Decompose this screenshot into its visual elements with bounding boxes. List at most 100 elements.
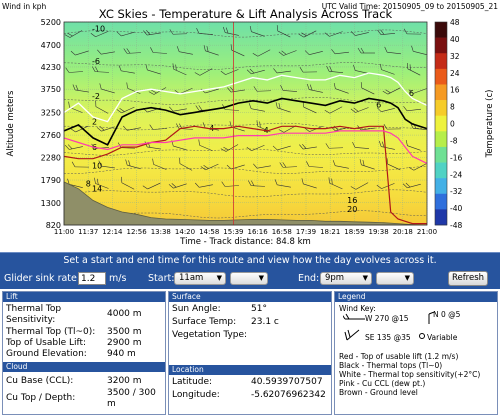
wind-barb-shaft [381,69,395,75]
wind-barb-icon [96,126,115,132]
barb-se135-icon [344,329,360,341]
wind-barb-icon [64,144,83,150]
x-tick-label: 11:00 [54,228,74,236]
wind-barb-feather [128,160,131,167]
end-minute-select[interactable]: ▼ [376,272,414,285]
wind-barb-feather [324,110,330,114]
wind-barb-feather [409,64,411,71]
wind-barb-feather [378,140,382,147]
wind-barb-icon [380,63,395,75]
wind-barb-icon [169,106,187,112]
wind-barb-icon [253,163,271,169]
wind-barb-feather [301,32,307,37]
wind-barb-feather [223,146,229,151]
wind-barb-feather [352,142,356,148]
refresh-button[interactable]: Refresh [448,271,488,286]
start-minute-select[interactable]: ▼ [230,272,268,285]
colorbar-label: Temperature (c) [485,90,495,159]
wind-barb-feather [194,72,201,76]
isotherm-label: 10 [92,161,102,170]
chevron-down-icon: ▼ [258,274,264,282]
wind-barb-icon [221,181,240,187]
isotherm-label: 2 [92,117,97,126]
colorbar-tick-label: 8 [450,103,455,112]
wind-barb-shaft [95,106,109,114]
wind-barb-feather [246,147,252,151]
colorbar-segment [435,100,447,116]
sink-rate-input[interactable]: 1.2 [78,272,106,285]
wind-barb-feather [176,46,180,52]
wind-barb-feather [221,181,226,187]
sink-rate-unit: m/s [109,273,127,284]
wind-barb-feather [150,47,154,53]
colorbar-tick-label: 40 [450,35,460,44]
wind-barb-shaft [127,164,141,170]
wind-barb-icon [220,69,239,75]
wind-barb-icon [176,46,193,55]
wind-barb-shaft [361,164,375,170]
wind-barb-icon [68,101,83,113]
wind-barb-icon [198,139,213,152]
isotherm-label: -10 [92,25,105,34]
legend-line-brown: Brown - Ground level [339,388,418,397]
wind-barb-shaft [309,51,323,55]
wind-barb-feather [385,89,391,94]
wind-barb-feather [402,183,408,189]
wind-barb-feather [360,82,363,88]
wind-barb-shaft [250,185,266,187]
wind-barb-shaft [355,70,369,74]
wind-barb-feather [280,85,284,91]
wind-barb-icon [99,83,115,94]
wind-barb-icon [200,88,219,94]
wind-barb-feather [126,82,128,89]
wind-barb-feather [95,100,97,107]
wind-barb-feather [376,107,382,112]
wind-barb-shaft [335,165,349,169]
wind-barb-shaft [381,146,395,150]
wind-barb-feather [259,121,261,128]
wind-barb-feather [251,180,255,186]
wind-barb-shaft [95,183,109,189]
wind-barb-feather [350,31,356,36]
wind-barb-feather [176,123,180,129]
wind-barb-feather [272,145,278,151]
chart-title: XC Skies - Temperature & Lift Analysis A… [99,7,393,21]
end-hour-select[interactable]: 9pm ▼ [320,272,372,285]
wind-barb-feather [256,120,258,127]
wind-barb-icon [306,83,323,93]
isotherm-label: -6 [92,57,100,66]
wind-barb-shaft [101,165,115,169]
wind-barb-feather [252,53,258,57]
surface-location-panel: Surface Sun Angle: 51° Surface Temp: 23.… [168,291,332,415]
wind-barb-feather [229,121,232,128]
wind-barb-icon [403,106,421,112]
control-title: Set a start and end time for this route … [63,255,437,266]
wind-barb-icon [152,158,167,170]
wind-barb-icon [64,30,83,38]
wind-barb-shaft [95,30,109,38]
y-tick-label: 2760 [41,131,61,140]
ground-area [63,181,428,226]
wind-barb-icon [333,82,349,94]
wind-barb-feather [94,177,96,184]
series-line-ffffff [63,72,428,123]
wind-barb-feather [227,87,232,93]
wind-barb-shaft [309,89,323,93]
wind-barb-shaft [407,145,421,151]
wind-barb-feather [278,129,285,133]
wind-barb-shaft [101,88,115,94]
legend-line-black: Black - Thermal tops (Tl~0) [339,361,443,370]
wind-barb-feather [353,64,356,71]
wind-barb-feather [309,84,313,91]
wind-barb-shaft [361,127,375,131]
isotherm-label: 6 [376,101,381,110]
wind-barb-shaft [205,163,219,171]
wind-barb-feather [246,69,252,75]
x-tick-label: 11:37 [78,228,98,236]
wind-barb-feather [299,67,304,73]
x-tick-label: 17:39 [296,228,316,236]
colorbar-segment [435,146,447,163]
start-hour-select[interactable]: 11am ▼ [174,272,226,285]
y-tick-label: 3250 [41,108,61,117]
wind-barb-shaft [381,32,395,36]
